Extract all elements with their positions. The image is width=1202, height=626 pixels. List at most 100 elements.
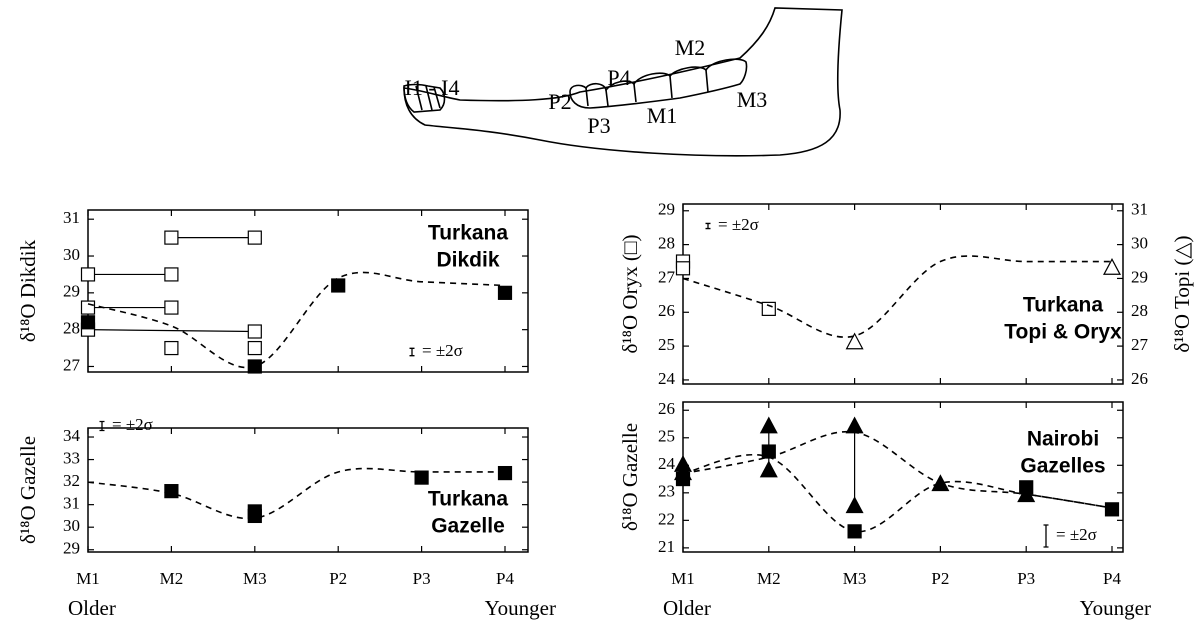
y-tick-label: 24 (658, 369, 676, 388)
panel-title: Gazelle (431, 515, 505, 538)
y-tick-label: 30 (63, 245, 80, 264)
sigma-label: = ±2σ (422, 341, 463, 360)
tooth-label: I1 - I4 (405, 75, 460, 100)
y-tick-label: 29 (63, 282, 80, 301)
x-label-younger: Younger (485, 596, 556, 620)
triangle-marker (759, 460, 778, 478)
tooth-lines (585, 69, 709, 107)
trend-curve (682, 454, 1113, 533)
square-marker (164, 340, 179, 356)
x-tick-label: M1 (671, 569, 695, 588)
tooth-label: M2 (675, 35, 706, 60)
trend-curve (682, 255, 1112, 338)
y-tick-label: 25 (658, 427, 675, 446)
plot-frame (682, 203, 1124, 385)
y-tick-label: 28 (63, 319, 80, 338)
x-tick-label: P3 (1017, 569, 1035, 588)
panel-title: Turkana (1023, 294, 1103, 317)
square-marker (761, 444, 776, 459)
y-tick-label: 27 (658, 267, 676, 286)
square-marker (497, 465, 513, 481)
y2-tick-label: 31 (1131, 200, 1148, 219)
cheek-teeth (569, 58, 748, 109)
panel-title: Dikdik (436, 249, 499, 272)
y-tick-label: 26 (658, 301, 675, 320)
y-tick-label: 27 (63, 355, 81, 374)
sigma-label: = ±2σ (718, 215, 759, 234)
trend-curve (87, 271, 506, 369)
y-tick-label: 29 (63, 539, 80, 558)
jaw-outline (403, 7, 843, 157)
trend-curve (682, 430, 1113, 509)
y-tick-label: 25 (658, 335, 675, 354)
x-tick-label: M3 (243, 569, 267, 588)
tooth-label: P2 (548, 89, 571, 114)
triangle-marker (845, 496, 864, 514)
y2-tick-label: 28 (1131, 301, 1148, 320)
square-marker (164, 300, 179, 315)
x-tick-label: P4 (1103, 569, 1121, 588)
y-tick-label: 34 (63, 426, 81, 445)
x-tick-label: M1 (76, 569, 100, 588)
y-tick-label: 23 (658, 482, 675, 501)
square-marker (80, 315, 96, 330)
y-tick-label: 22 (658, 509, 675, 528)
x-tick-label: P2 (329, 569, 347, 588)
square-marker (1019, 480, 1034, 495)
x-label-older: Older (663, 596, 711, 620)
connector-line (87, 329, 255, 333)
y-tick-label: 21 (658, 537, 675, 556)
triangle-marker (759, 416, 778, 434)
y-tick-label: 29 (658, 200, 675, 219)
y-axis-label: δ¹⁸O Oryx (□) (618, 234, 642, 353)
triangle-marker (845, 332, 864, 350)
square-marker (1104, 502, 1120, 517)
square-marker (331, 278, 346, 293)
y2-tick-label: 30 (1131, 234, 1148, 253)
sigma-bar (99, 420, 105, 432)
y2-tick-label: 29 (1131, 267, 1148, 286)
y-tick-label: 31 (63, 208, 80, 227)
y-axis-label: δ¹⁸O Gazelle (16, 436, 40, 544)
sigma-label: = ±2σ (1056, 525, 1097, 544)
y2-tick-label: 26 (1131, 369, 1148, 388)
square-marker (761, 301, 776, 316)
y2-axis-label: δ¹⁸O Topi (△) (1170, 235, 1194, 352)
square-marker (164, 267, 179, 282)
panel-title: Turkana (428, 222, 508, 245)
x-tick-label: P2 (931, 569, 949, 588)
y-tick-label: 24 (658, 454, 676, 473)
x-label-younger: Younger (1080, 596, 1151, 620)
square-marker (80, 267, 96, 282)
sigma-bar (1043, 524, 1049, 548)
tooth-label: M1 (647, 103, 678, 128)
plot-frame (87, 427, 529, 553)
y-tick-label: 26 (658, 399, 675, 418)
square-marker (80, 300, 96, 315)
y-tick-label: 28 (658, 234, 675, 253)
incisor-lines (415, 85, 441, 111)
y2-tick-label: 27 (1131, 335, 1149, 354)
panel-title: Turkana (428, 488, 508, 511)
square-marker (497, 285, 513, 300)
square-marker (247, 324, 262, 339)
x-tick-label: P4 (496, 569, 514, 588)
y-axis-label: δ¹⁸O Dikdik (16, 239, 40, 342)
x-tick-label: P3 (413, 569, 431, 588)
tooth-label: M3 (737, 87, 768, 112)
square-marker (675, 471, 691, 487)
sigma-label: = ±2σ (112, 415, 153, 434)
y-axis-label: δ¹⁸O Gazelle (618, 423, 642, 531)
square-marker (247, 230, 262, 245)
x-tick-label: M2 (757, 569, 781, 588)
panel-title: Gazelles (1020, 455, 1105, 478)
y-tick-label: 31 (63, 494, 80, 513)
panel-title: Topi & Oryx (1004, 321, 1122, 344)
panel-title: Nairobi (1027, 428, 1099, 451)
triangle-marker (845, 416, 864, 434)
square-marker (414, 470, 429, 485)
jaw-diagram (403, 7, 843, 157)
square-marker (164, 484, 179, 499)
incisors (403, 83, 446, 113)
